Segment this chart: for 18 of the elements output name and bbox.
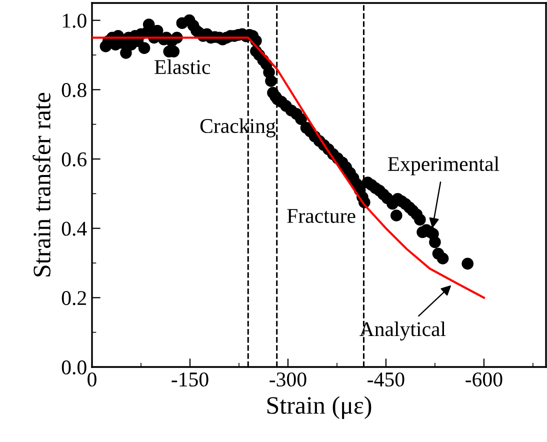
y-axis-title: Strain transfer rate — [32, 92, 50, 276]
y-tick-label: 0.4 — [62, 222, 87, 236]
y-tick-label: 0.6 — [62, 152, 87, 167]
annotation: Cracking — [200, 118, 276, 138]
x-tick-label: -600 — [466, 372, 502, 387]
annotation: Elastic — [154, 59, 210, 74]
x-tick-label: -450 — [368, 372, 404, 387]
y-tick-label: 0.2 — [62, 291, 86, 306]
y-tick-label: 0.8 — [62, 83, 86, 98]
y-tick-label: 0.0 — [62, 360, 86, 375]
annotation: Experimental — [388, 156, 500, 176]
annotation: Fracture — [287, 209, 356, 223]
annotation: Analytical — [359, 322, 446, 340]
x-tick-label: -300 — [270, 372, 306, 387]
x-tick-label: -150 — [172, 372, 208, 387]
x-tick-label: 0 — [88, 372, 96, 387]
x-axis-title: Strain (με) — [267, 396, 372, 420]
y-tick-label: 1.0 — [62, 14, 86, 28]
